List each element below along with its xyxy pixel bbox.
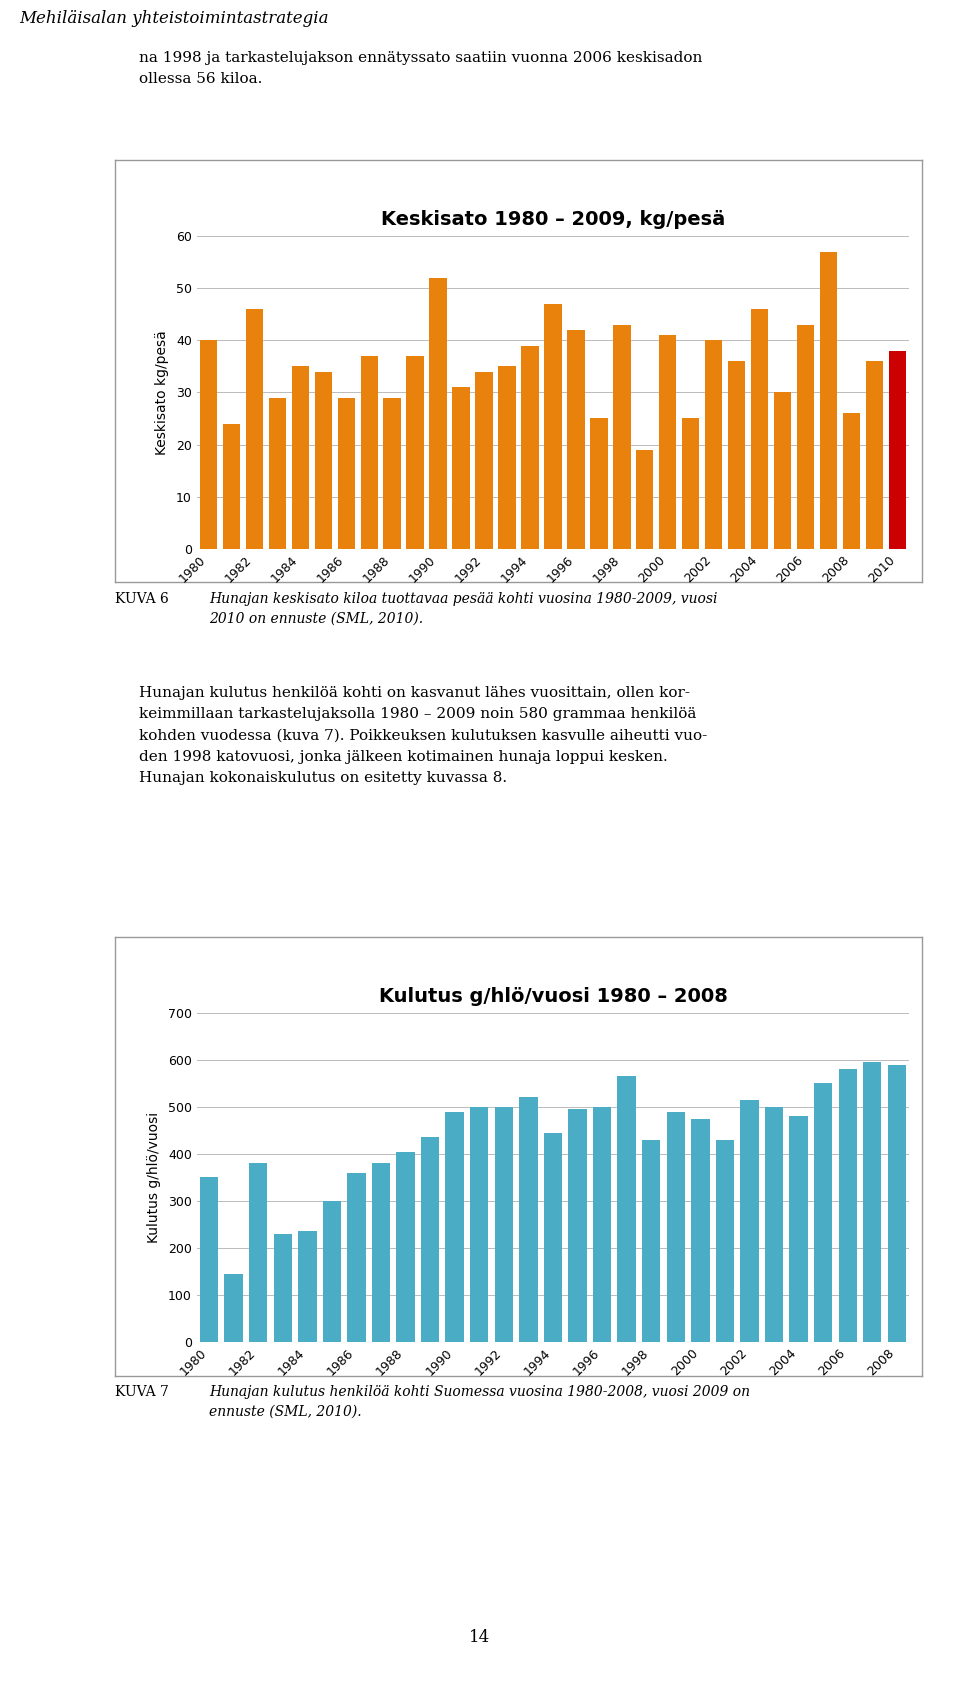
Bar	[452, 387, 469, 549]
Bar	[843, 414, 860, 549]
Text: Hunajan keskisato kiloa tuottavaa pesää kohti vuosina 1980-2009, vuosi
2010 on e: Hunajan keskisato kiloa tuottavaa pesää …	[209, 592, 718, 625]
Bar	[338, 398, 355, 549]
Bar	[521, 346, 539, 549]
Bar	[863, 1062, 881, 1342]
Bar	[820, 252, 837, 549]
Bar	[323, 1200, 341, 1342]
Bar	[445, 1111, 464, 1342]
Bar	[420, 1138, 440, 1342]
Bar	[396, 1151, 415, 1342]
Bar	[274, 1234, 292, 1342]
Bar	[706, 341, 723, 549]
Bar	[348, 1173, 366, 1342]
Bar	[568, 1109, 587, 1342]
Bar	[200, 1178, 218, 1342]
Text: KUVA 7: KUVA 7	[115, 1384, 169, 1399]
Bar	[642, 1139, 660, 1342]
Bar	[519, 1097, 538, 1342]
Bar	[470, 1107, 489, 1342]
Bar	[223, 424, 240, 549]
Title: Kulutus g/hlö/vuosi 1980 – 2008: Kulutus g/hlö/vuosi 1980 – 2008	[378, 987, 728, 1006]
Bar	[372, 1163, 390, 1342]
Bar	[797, 324, 814, 549]
Bar	[299, 1232, 317, 1342]
Bar	[383, 398, 400, 549]
Bar	[567, 329, 585, 549]
Bar	[751, 309, 768, 549]
Bar	[740, 1101, 758, 1342]
Bar	[866, 361, 883, 549]
Bar	[361, 356, 377, 549]
Bar	[636, 449, 654, 549]
Bar	[683, 419, 700, 549]
Bar	[888, 1065, 906, 1342]
Bar	[617, 1077, 636, 1342]
Bar	[590, 419, 608, 549]
Bar	[249, 1163, 268, 1342]
Y-axis label: Keskisato kg/pesä: Keskisato kg/pesä	[155, 331, 169, 454]
Text: KUVA 6: KUVA 6	[115, 592, 169, 606]
Title: Keskisato 1980 – 2009, kg/pesä: Keskisato 1980 – 2009, kg/pesä	[381, 211, 725, 230]
Bar	[814, 1084, 832, 1342]
Bar	[269, 398, 286, 549]
Bar	[593, 1107, 612, 1342]
Text: Hunajan kulutus henkilöä kohti on kasvanut lähes vuosittain, ollen kor-
keimmill: Hunajan kulutus henkilöä kohti on kasvan…	[139, 685, 708, 785]
Bar	[691, 1119, 709, 1342]
Bar	[774, 392, 791, 549]
Bar	[889, 351, 906, 549]
Bar	[246, 309, 263, 549]
Bar	[765, 1107, 783, 1342]
Bar	[543, 1133, 563, 1342]
Bar	[315, 371, 332, 549]
Bar	[225, 1274, 243, 1342]
Bar	[716, 1139, 734, 1342]
Bar	[789, 1116, 807, 1342]
Text: 14: 14	[469, 1629, 491, 1646]
Bar	[475, 371, 492, 549]
Bar	[429, 279, 446, 549]
Text: Mehiläisalan yhteistoimintastrategia: Mehiläisalan yhteistoimintastrategia	[19, 10, 328, 27]
Bar	[494, 1107, 513, 1342]
Bar	[498, 366, 516, 549]
Bar	[406, 356, 423, 549]
Bar	[729, 361, 745, 549]
Bar	[200, 341, 217, 549]
Bar	[838, 1069, 857, 1342]
Bar	[666, 1111, 685, 1342]
Text: Hunajan kulutus henkilöä kohti Suomessa vuosina 1980-2008, vuosi 2009 on
ennuste: Hunajan kulutus henkilöä kohti Suomessa …	[209, 1384, 751, 1418]
Y-axis label: Kulutus g/hlö/vuosi: Kulutus g/hlö/vuosi	[147, 1112, 161, 1242]
Bar	[613, 324, 631, 549]
Bar	[292, 366, 309, 549]
Text: na 1998 ja tarkastelujakson ennätyssato saatiin vuonna 2006 keskisadon
ollessa 5: na 1998 ja tarkastelujakson ennätyssato …	[139, 51, 703, 86]
Bar	[544, 304, 562, 549]
Bar	[660, 336, 677, 549]
